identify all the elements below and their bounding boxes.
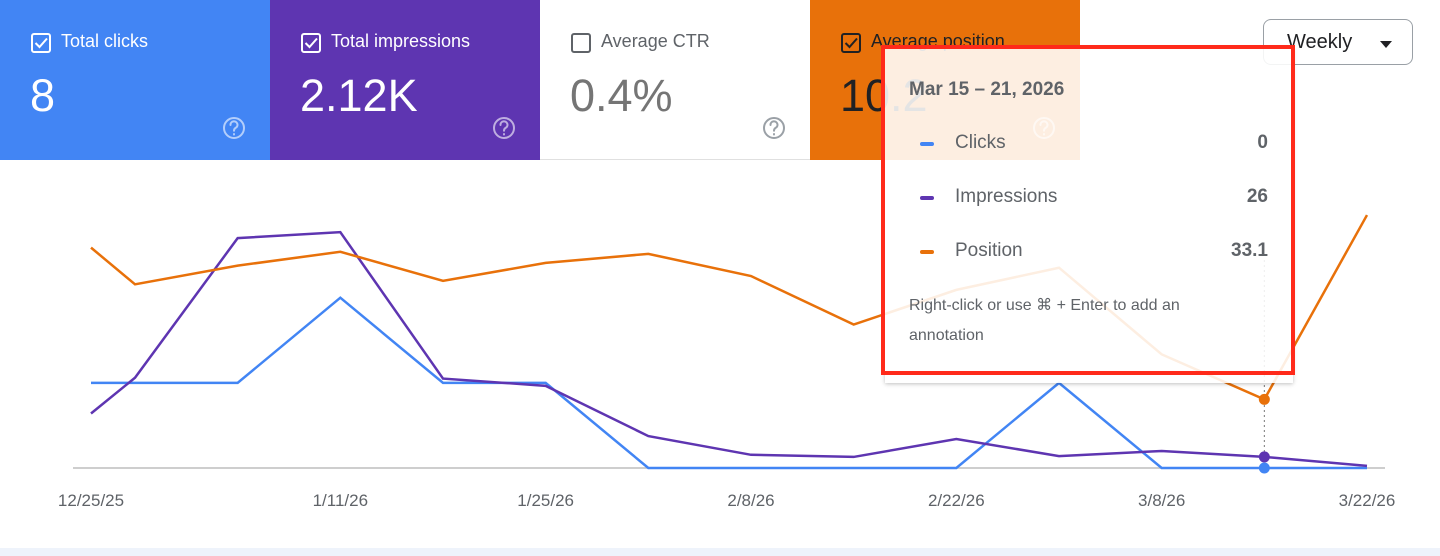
card-label: Total impressions	[331, 31, 471, 51]
tooltip: Mar 15 – 21, 2026 Clicks 0 Impressions 26 …	[885, 48, 1293, 383]
help-glyph	[229, 120, 239, 136]
x-tick-label: 12/25/25	[58, 491, 124, 510]
help-glyph	[499, 120, 509, 136]
checkbox	[31, 33, 51, 53]
card-icons	[571, 33, 785, 139]
card-value: 2.12K	[300, 70, 418, 121]
metric-card[interactable]: Average CTR 0.4%	[540, 0, 810, 160]
legend-dash	[920, 250, 934, 254]
hover-dot	[1258, 462, 1270, 474]
checkbox	[571, 33, 591, 53]
checkbox	[301, 33, 321, 53]
caret	[1380, 41, 1392, 48]
checkmark	[304, 37, 318, 49]
x-tick-label: 3/8/26	[1138, 491, 1185, 510]
checkmark	[844, 37, 858, 49]
x-tick-label: 1/25/26	[517, 491, 574, 510]
legend-dash	[920, 142, 934, 146]
tooltip-date: Mar 15 – 21, 2026	[909, 79, 1065, 100]
series-line	[91, 296, 1367, 470]
x-tick-label: 2/22/26	[928, 491, 985, 510]
series-value: 0	[1257, 132, 1268, 153]
help-icon	[493, 117, 515, 139]
series-name: Impressions	[955, 186, 1058, 207]
card-value: 8	[30, 70, 56, 121]
checkmark	[34, 37, 48, 49]
tooltip-row: Clicks 0	[885, 132, 1268, 156]
hover-dot	[1258, 451, 1270, 463]
card-label: Total clicks	[61, 31, 149, 51]
series-name: Position	[955, 240, 1023, 261]
legend-dash	[920, 196, 934, 200]
card-icons	[31, 33, 245, 139]
highlight-box	[881, 45, 1295, 375]
period-label: Weekly	[1287, 31, 1353, 53]
x-tick-label: 1/11/26	[313, 491, 368, 510]
tooltip-row: Position 33.1	[885, 240, 1268, 264]
x-tick-label: 2/8/26	[727, 491, 774, 510]
series-name: Clicks	[955, 132, 1006, 153]
series-value: 26	[1246, 186, 1268, 207]
help-glyph	[769, 120, 779, 136]
tooltip-row: Impressions 26	[885, 186, 1268, 210]
x-tick-label: 3/22/26	[1339, 491, 1396, 510]
series-value: 33.1	[1231, 240, 1268, 261]
card-label: Average CTR	[601, 31, 710, 51]
card-value: 0.4%	[570, 70, 673, 121]
tooltip-hint: Right-click or use ⌘ + Enter to add an a…	[909, 297, 1180, 344]
metric-card[interactable]: Total impressions 2.12K	[270, 0, 540, 160]
hover-dot	[1258, 393, 1270, 405]
help-icon	[223, 117, 245, 139]
card-icons	[301, 33, 515, 139]
checkbox	[841, 33, 861, 53]
series-line	[90, 230, 1368, 468]
metric-card[interactable]: Total clicks 8	[0, 0, 270, 160]
help-icon	[763, 117, 785, 139]
